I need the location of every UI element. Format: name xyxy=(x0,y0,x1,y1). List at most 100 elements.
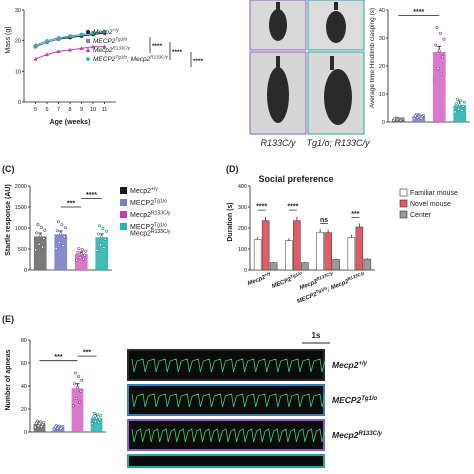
mass-legend-label-0-sup: +/y xyxy=(113,28,120,33)
social-legend: Familiar mouse Novel mouse Center xyxy=(399,188,458,219)
startle-legend-sup-3: Tg1/o xyxy=(154,223,167,229)
startle-legend-main-0: Mecp2 xyxy=(130,188,151,195)
clasping-dot-2-2 xyxy=(441,55,445,59)
startle-dot-0-4 xyxy=(39,225,43,229)
clasping-ytick-label-1: 10 xyxy=(379,92,385,98)
clasping-dot-3-0 xyxy=(453,110,457,114)
startle-dot-0-1 xyxy=(43,228,47,232)
trace-label-1-main: MECP2 xyxy=(332,395,362,405)
mouse-silhouette-4 xyxy=(324,56,352,125)
social-bar-1-1 xyxy=(293,220,301,271)
startle-legend-main-3: MECP2 xyxy=(130,224,154,231)
mass-legend-label-3-main2: ; Mecp2 xyxy=(127,56,151,63)
clasping-dot-1-0 xyxy=(412,117,416,121)
clasping-bar-3 xyxy=(453,105,467,122)
mass-legend-label-1-main: MECP2 xyxy=(93,38,116,45)
startle-dot-0-7 xyxy=(36,223,40,227)
clasping-ytick-label-2: 20 xyxy=(379,64,385,70)
apnea-dot-1-8 xyxy=(53,425,57,429)
mass-sig-3: **** xyxy=(193,58,204,65)
startle-dot-3-6 xyxy=(99,243,103,247)
startle-ytick-label-2: 1000 xyxy=(15,226,27,232)
startle-dot-1-1 xyxy=(63,226,67,230)
mass-legend-label-2: Mecp2R133C/y xyxy=(93,46,131,54)
startle-legend-main-1: MECP2 xyxy=(130,200,154,207)
startle-bar-2 xyxy=(74,254,88,270)
clasping-dot-1-8 xyxy=(413,114,417,118)
social-group-main-1: MECP2 xyxy=(271,277,293,291)
trace-wave-2 xyxy=(131,428,326,443)
apnea-dot-3-6 xyxy=(93,419,97,423)
mass-legend-marker-0 xyxy=(86,30,90,34)
startle-dot-2-5 xyxy=(79,252,83,256)
social-group-sup-2: R133C/y xyxy=(315,270,334,281)
mass-point-2-5 xyxy=(91,44,95,49)
startle-dot-0-2 xyxy=(42,237,46,241)
startle-ytick-label-4: 2000 xyxy=(15,184,27,190)
social-ylabel: Duration (s) xyxy=(227,202,234,241)
apnea-letter: (E) xyxy=(2,314,14,324)
social-bar-1-0 xyxy=(285,240,293,271)
social-legend-swatch-1 xyxy=(399,199,408,208)
startle-legend-swatch-2 xyxy=(120,211,127,218)
clasping-dot-3-3 xyxy=(460,109,464,113)
mass-ytick-label-2: 20 xyxy=(15,39,21,45)
clasping-dot-2-4 xyxy=(438,31,442,35)
apnea-bar-1 xyxy=(52,427,65,432)
mass-plot: 0 10 20 30 5 6 7 8 9 10 11 xyxy=(15,8,116,113)
clasping-ytick-label-3: 30 xyxy=(379,36,385,42)
photo-label-r133c: R133C/y xyxy=(260,138,296,148)
trace-label-2: Mecp2R133C/y xyxy=(332,430,383,440)
startle-legend-label-2: Mecp2R133C/y xyxy=(130,211,171,220)
mass-point-3-4 xyxy=(79,32,84,37)
startle-dot-0-5 xyxy=(38,234,42,238)
social-legend-label-2: Center xyxy=(410,212,432,219)
mass-legend-marker-1 xyxy=(86,39,90,43)
social-sig-2: ns xyxy=(320,217,328,224)
apnea-dot-3-7 xyxy=(92,411,96,415)
social-ytick-label-2: 200 xyxy=(238,226,247,232)
startle-ytick-label-1: 500 xyxy=(18,247,27,253)
apnea-dot-2-5 xyxy=(76,386,80,390)
apnea-panel: (E) 0 20 40 60 80 *** *** Number of apneas xyxy=(2,314,106,436)
mass-point-2-4 xyxy=(79,46,84,50)
mass-legend-label-0-main: Mecp2 xyxy=(93,29,113,36)
apnea-dot-0-3 xyxy=(40,424,44,428)
mass-legend-label-3-sup: Tg1/o xyxy=(115,55,127,60)
clasping-dot-3-8 xyxy=(454,102,458,106)
startle-ylabel: Startle response (AU) xyxy=(5,184,12,256)
startle-dot-3-4 xyxy=(101,227,105,231)
startle-ytick-label-0: 0 xyxy=(24,268,27,274)
social-sig-0: **** xyxy=(256,204,267,211)
trace-label-1: MECP2Tg1/o xyxy=(332,395,378,405)
clasping-ylabel: Average time Hindlimb clasping (s) xyxy=(369,8,376,108)
social-sig-1: **** xyxy=(287,204,298,211)
startle-dot-2-8 xyxy=(76,250,80,254)
social-group-label-0: Mecp2+/y xyxy=(246,270,273,287)
mass-legend-marker-3 xyxy=(85,56,91,62)
mass-legend-label-2-sup: R133C/y xyxy=(113,46,131,51)
mass-legend-label-3: MECP2Tg1/o; Mecp2R133C/y xyxy=(93,55,169,63)
mass-point-3-0 xyxy=(33,43,38,48)
startle-sig-0: *** xyxy=(67,201,75,208)
trace-label-1-sup: Tg1/o xyxy=(361,396,377,402)
startle-legend-swatch-3 xyxy=(120,223,127,230)
startle-dot-0-8 xyxy=(35,231,39,235)
trace-box-1 xyxy=(127,384,325,416)
startle-legend-label-0: Mecp2+/y xyxy=(130,187,158,196)
startle-dot-0-3 xyxy=(41,245,45,249)
startle-legend-main2-3: Mecp2 xyxy=(130,231,151,238)
trace-box-3 xyxy=(127,454,325,468)
mass-sig-1: **** xyxy=(152,43,163,50)
mass-panel: 0 10 20 30 5 6 7 8 9 10 11 Mass (g) Age (weeks) Me… xyxy=(5,8,204,126)
trace-label-2-main: Mecp2 xyxy=(332,430,359,440)
mass-point-2-0 xyxy=(33,56,38,61)
mass-legend-label-2-main: Mecp2 xyxy=(93,47,113,54)
clasping-plot: 0 10 20 30 40 **** xyxy=(379,8,470,126)
social-bar-2-0 xyxy=(316,231,324,271)
startle-sig-1: **** xyxy=(86,192,97,199)
